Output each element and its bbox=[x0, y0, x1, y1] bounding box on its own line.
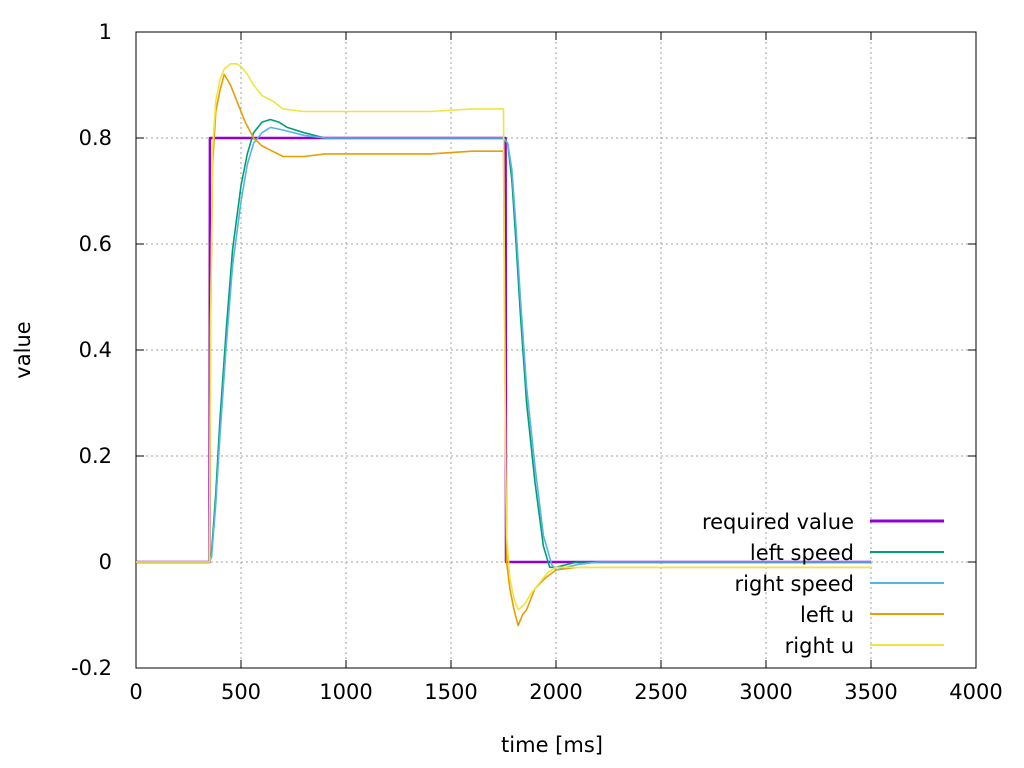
series-line-right-u bbox=[136, 62, 871, 611]
x-tick-label: 4000 bbox=[949, 680, 1002, 704]
x-tick-label: 1500 bbox=[424, 680, 477, 704]
y-tick-label: -0.2 bbox=[71, 656, 112, 680]
legend-label: left u bbox=[800, 603, 854, 627]
y-tick-label: 0 bbox=[99, 550, 112, 574]
legend-label: right u bbox=[785, 634, 854, 658]
x-axis-label: time [ms] bbox=[501, 733, 603, 757]
axis-ticks: 0 500 1000 1500 2000 2500 3000 3500 4000 -0.2 0 0.2… bbox=[71, 20, 1003, 704]
y-axis-label: value bbox=[11, 321, 35, 378]
y-tick-label: 0.6 bbox=[79, 232, 112, 256]
x-tick-label: 1000 bbox=[319, 680, 372, 704]
legend-label: left speed bbox=[750, 541, 854, 565]
x-tick-label: 3000 bbox=[739, 680, 792, 704]
legend-label: required value bbox=[702, 510, 854, 534]
legend: required value left speed right speed left … bbox=[702, 510, 944, 658]
series-lines bbox=[136, 62, 871, 627]
y-tick-label: 0.4 bbox=[79, 338, 112, 362]
x-tick-label: 0 bbox=[129, 680, 142, 704]
y-tick-label: 0.8 bbox=[79, 126, 112, 150]
series-line-right-speed bbox=[136, 126, 871, 571]
y-tick-label: 1 bbox=[99, 20, 112, 44]
x-tick-label: 2500 bbox=[634, 680, 687, 704]
x-tick-label: 3500 bbox=[844, 680, 897, 704]
y-tick-label: 0.2 bbox=[79, 444, 112, 468]
legend-label: right speed bbox=[735, 572, 854, 596]
x-tick-label: 500 bbox=[221, 680, 261, 704]
x-tick-label: 2000 bbox=[529, 680, 582, 704]
